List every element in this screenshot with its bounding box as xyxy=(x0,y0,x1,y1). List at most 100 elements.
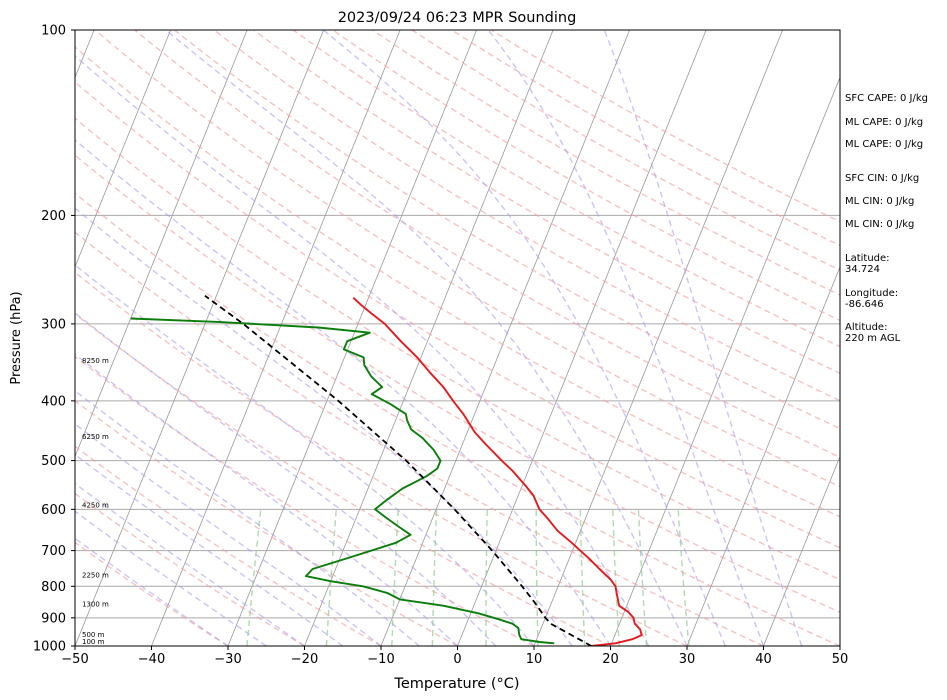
x-tick-label: 10 xyxy=(526,652,543,667)
isotherm-line xyxy=(610,76,840,646)
isotherm-line xyxy=(457,30,707,646)
dry-adiabat-line xyxy=(75,81,840,549)
y-axis-ticks: 1000 900 800 700 600 500 400 300 200 100 xyxy=(33,24,75,655)
dry-adiabat-line xyxy=(75,541,229,646)
mixing-ratio-line xyxy=(246,509,262,646)
moist-adiabat-line xyxy=(75,353,458,646)
x-tick-label: −10 xyxy=(367,652,394,667)
parcel-profile-line xyxy=(204,294,592,646)
dry-adiabat-line xyxy=(75,154,840,614)
x-axis-label: Temperature (°C) xyxy=(393,676,519,692)
altitude-label: Altitude: xyxy=(845,322,888,333)
height-label: 1300 m xyxy=(82,601,109,609)
longitude-value: -86.646 xyxy=(845,299,884,310)
height-label: 2250 m xyxy=(82,572,109,580)
y-tick-label: 900 xyxy=(41,611,66,626)
sfc-cape-text: SFC CAPE: 0 J/kg xyxy=(845,93,928,104)
mixing-ratio-line xyxy=(677,509,690,646)
moist-adiabat-line xyxy=(75,139,612,646)
sfc-cin-text: SFC CIN: 0 J/kg xyxy=(845,173,920,184)
mixing-ratio-line xyxy=(485,509,488,646)
profiles xyxy=(130,294,643,646)
isotherm-line xyxy=(227,30,477,646)
moist-adiabat-line xyxy=(75,453,344,646)
isotherm-line xyxy=(75,30,324,646)
dry-adiabat-line xyxy=(94,30,840,488)
dry-adiabat-line xyxy=(292,30,840,348)
dry-adiabat-line xyxy=(75,445,382,646)
moist-adiabat-line xyxy=(323,30,726,646)
height-label: 100 m xyxy=(82,638,105,646)
x-tick-label: −50 xyxy=(61,652,88,667)
dry-adiabat-line xyxy=(75,399,458,646)
isotherm-line xyxy=(75,30,248,458)
dry-adiabat-line xyxy=(75,313,611,646)
moist-adiabat-line xyxy=(75,423,382,646)
moist-adiabat-line xyxy=(75,264,535,646)
dry-adiabat-line xyxy=(75,355,535,646)
dry-adiabat-line xyxy=(173,30,840,430)
height-label: 500 m xyxy=(82,631,105,639)
moist-adiabat-line xyxy=(75,312,497,646)
x-axis-ticks: −50 −40 −30 −20 −10 0 10 20 30 40 50 xyxy=(61,646,848,667)
y-tick-label: 100 xyxy=(41,24,66,39)
mixing-ratio-line xyxy=(612,509,620,646)
latitude-value: 34.724 xyxy=(845,264,880,275)
isotherm-line xyxy=(763,455,840,646)
isotherm-line xyxy=(304,30,554,646)
moist-adiabat-line xyxy=(603,30,803,646)
dry-adiabat-line xyxy=(75,117,840,581)
dry-adiabat-line xyxy=(213,30,840,402)
dewpoint-profile-line xyxy=(130,317,555,645)
x-tick-label: 40 xyxy=(755,652,772,667)
x-tick-label: −30 xyxy=(214,652,241,667)
isotherm-line xyxy=(686,265,840,646)
moist-adiabat-line xyxy=(487,30,765,646)
isotherm-line xyxy=(380,30,630,646)
ml-cin-text-2: ML CIN: 0 J/kg xyxy=(845,219,915,230)
dry-adiabat-line xyxy=(75,231,764,646)
y-tick-label: 800 xyxy=(41,580,66,595)
ml-cin-text: ML CIN: 0 J/kg xyxy=(845,196,915,207)
ml-cape-text: ML CAPE: 0 J/kg xyxy=(845,117,924,128)
dry-adiabat-line xyxy=(75,46,840,518)
altitude-block: Altitude: 220 m AGL xyxy=(845,322,900,344)
dry-adiabat-line xyxy=(75,271,688,646)
y-axis-label: Pressure (hPa) xyxy=(9,291,24,384)
ml-cape-text-2: ML CAPE: 0 J/kg xyxy=(845,139,924,150)
moist-adiabat-line xyxy=(75,482,305,646)
y-tick-label: 400 xyxy=(41,394,66,409)
x-tick-label: 50 xyxy=(832,652,849,667)
plot-frame xyxy=(74,29,841,647)
y-tick-label: 200 xyxy=(41,209,66,224)
longitude-label: Longitude: xyxy=(845,288,899,299)
y-tick-label: 700 xyxy=(41,544,66,559)
background-lines xyxy=(75,30,840,646)
height-label: 4250 m xyxy=(82,501,109,509)
x-tick-label: 30 xyxy=(679,652,696,667)
latitude-label: Latitude: xyxy=(845,253,890,264)
moist-adiabat-line xyxy=(75,207,573,646)
y-tick-label: 500 xyxy=(41,454,66,469)
y-tick-label: 600 xyxy=(41,503,66,518)
dry-adiabat-line xyxy=(75,492,305,646)
altitude-value: 220 m AGL xyxy=(845,333,901,344)
height-label: 8250 m xyxy=(82,357,109,365)
x-tick-label: −40 xyxy=(138,652,165,667)
height-label: 6250 m xyxy=(82,433,109,441)
dry-adiabat-line xyxy=(75,192,840,646)
mixing-ratio-line xyxy=(637,509,648,646)
moist-adiabat-line xyxy=(75,537,229,646)
isotherm-line xyxy=(533,30,783,646)
x-tick-label: 20 xyxy=(602,652,619,667)
temperature-profile-line xyxy=(352,297,643,646)
longitude-block: Longitude: -86.646 xyxy=(845,288,898,310)
isotherm-line xyxy=(75,30,171,268)
mixing-ratio-line xyxy=(535,509,539,646)
x-tick-label: 0 xyxy=(453,652,461,667)
y-tick-label: 1000 xyxy=(33,640,66,655)
x-tick-label: −20 xyxy=(291,652,318,667)
latitude-block: Latitude: 34.724 xyxy=(845,253,890,275)
